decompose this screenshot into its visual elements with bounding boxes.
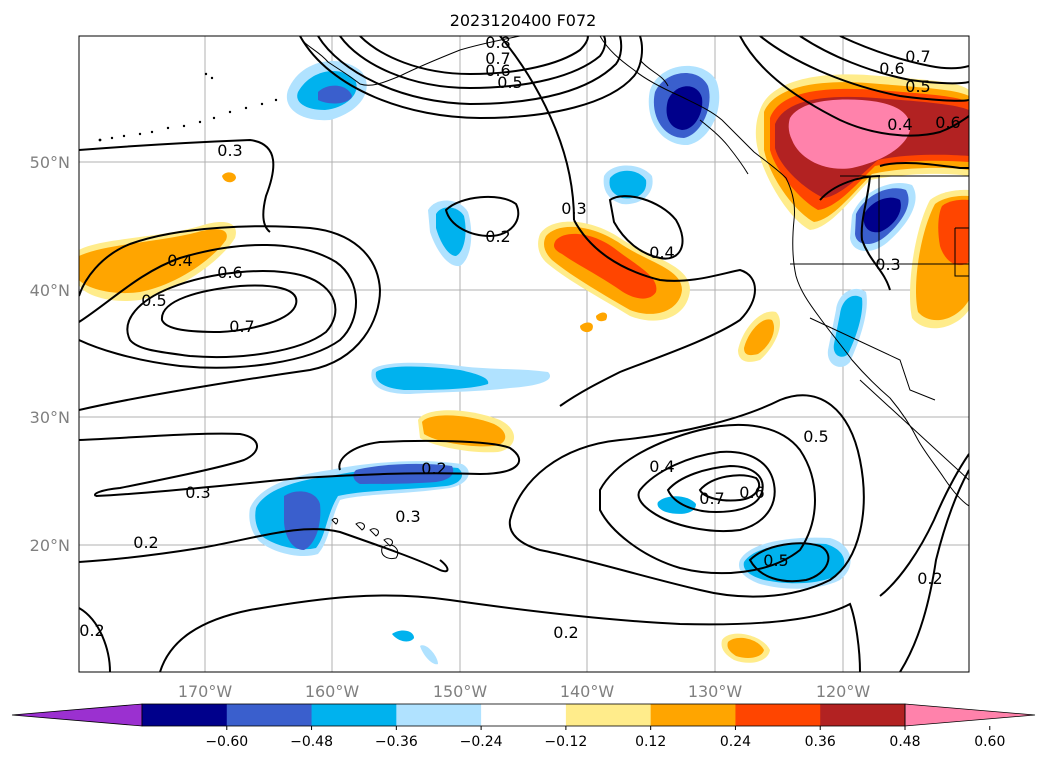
colorbar-segment (820, 704, 906, 726)
anomaly-small-positive-a (580, 322, 593, 333)
contour-label: 0.4 (649, 457, 674, 476)
contour-label: 0.7 (905, 47, 930, 66)
contour-label: 0.6 (935, 113, 960, 132)
coastlines (299, 36, 969, 507)
colorbar-tick-label: −0.48 (290, 734, 333, 750)
anomaly-midpacific-negative-core (436, 207, 466, 256)
anomaly-subtropical-positive-core (422, 415, 506, 447)
colorbar-tick-label: −0.12 (544, 734, 587, 750)
colorbar-segment (311, 704, 397, 726)
anomaly-gulf-small-negative-core (609, 170, 647, 199)
colorbar-tick-label: 0.48 (889, 734, 920, 750)
colorbar-segment (142, 704, 228, 726)
contour-lines (79, 36, 969, 672)
contour-label: 0.3 (875, 255, 900, 274)
colorbar-segment (565, 704, 652, 726)
lat-label-30n: 30°N (30, 408, 70, 427)
anomaly-offshore-positive-core (744, 319, 775, 356)
aleutian-islands (98, 72, 278, 142)
colorbar-extend-high (904, 703, 1036, 727)
contour-label: 0.5 (803, 427, 828, 446)
contour-labels: 0.8 0.7 0.6 0.5 0.7 0.6 0.5 0.4 0.6 0.3 … (79, 33, 960, 642)
contour-label: 0.2 (79, 621, 104, 640)
anomaly-canada-positive-pink (788, 99, 911, 169)
colorbar-tick-label: −0.60 (205, 734, 248, 750)
colorbar-tick-label: 0.36 (805, 734, 836, 750)
anomaly-south-negative-a (392, 630, 414, 642)
longitude-labels: 170°W 160°W 150°W 140°W 130°W 120°W (178, 682, 871, 701)
lat-label-40n: 40°N (30, 281, 70, 300)
colorbar-tick-label: 0.60 (974, 734, 1005, 750)
anomaly-dateline-dot (222, 172, 236, 183)
anomaly-alaska-negative-core2 (318, 85, 352, 104)
contour-label: 0.5 (141, 291, 166, 310)
colorbar-segment (650, 704, 736, 726)
colorbar-tick-label: 0.12 (635, 734, 666, 750)
lon-label-140w: 140°W (560, 682, 615, 701)
contour-label: 0.5 (763, 551, 788, 570)
contour-label: 0.6 (879, 59, 904, 78)
lon-label-170w: 170°W (178, 682, 233, 701)
anomaly-california-negative-core (833, 295, 863, 357)
contour-label: 0.2 (485, 227, 510, 246)
anomaly-south-negative-b (420, 645, 438, 665)
colorbar-segment (226, 704, 313, 726)
colorbar-tick-label: −0.36 (375, 734, 418, 750)
lat-label-50n: 50°N (30, 153, 70, 172)
contour-label: 0.5 (497, 73, 522, 92)
contour-label: 0.2 (133, 533, 158, 552)
colorbar-segment (481, 704, 567, 726)
contour-label: 0.4 (887, 115, 912, 134)
anomaly-west-positive-orange (79, 229, 227, 294)
lon-label-130w: 130°W (688, 682, 743, 701)
lat-label-20n: 20°N (30, 536, 70, 555)
contour-label: 0.7 (699, 489, 724, 508)
lon-label-160w: 160°W (305, 682, 360, 701)
anomaly-south-positive-core (727, 637, 764, 658)
contour-label: 0.5 (905, 77, 930, 96)
contour-label: 0.7 (485, 49, 510, 68)
colorbar-tick-label: 0.24 (720, 734, 751, 750)
contour-label: 0.2 (421, 459, 446, 478)
anomaly-subtropical-negative-core (375, 366, 489, 390)
colorbar: −0.60 −0.48 −0.36 −0.24 −0.12 0.12 0.24 0.36 0.4… (11, 703, 1036, 750)
contour-label: 0.2 (917, 569, 942, 588)
lon-label-150w: 150°W (433, 682, 488, 701)
anomaly-tropical-negative-small (657, 496, 696, 514)
anomaly-pnw-negative-core (863, 197, 901, 233)
contour-label: 0.4 (649, 243, 674, 262)
lon-label-120w: 120°W (816, 682, 871, 701)
contour-label: 0.3 (395, 507, 420, 526)
colorbar-segment (396, 704, 482, 726)
contour-label: 0.6 (739, 483, 764, 502)
map-title: 2023120400 F072 (450, 11, 597, 30)
anomaly-central-positive-red (554, 233, 657, 299)
contour-label: 0.3 (217, 141, 242, 160)
contour-label: 0.3 (185, 483, 210, 502)
colorbar-tick-label: −0.24 (460, 734, 503, 750)
anomaly-small-positive-b (596, 312, 608, 322)
contour-label: 0.2 (553, 623, 578, 642)
contour-label: 0.8 (485, 33, 510, 52)
anomaly-hawaii-negative-core (284, 491, 321, 550)
colorbar-extend-low (11, 703, 143, 727)
anomaly-se-alaska-negative-core (666, 86, 703, 130)
anomaly-interior-positive-red (938, 199, 969, 266)
contour-label: 0.7 (229, 317, 254, 336)
contour-label: 0.4 (167, 251, 192, 270)
contour-label: 0.6 (217, 263, 242, 282)
latitude-labels: 50°N 40°N 30°N 20°N (30, 153, 70, 555)
hawaiian-islands (331, 517, 399, 559)
colorbar-frame (141, 703, 906, 727)
contour-label: 0.3 (561, 199, 586, 218)
map-frame (78, 35, 970, 673)
contour-label: 0.6 (485, 61, 510, 80)
colorbar-segment (735, 704, 821, 726)
